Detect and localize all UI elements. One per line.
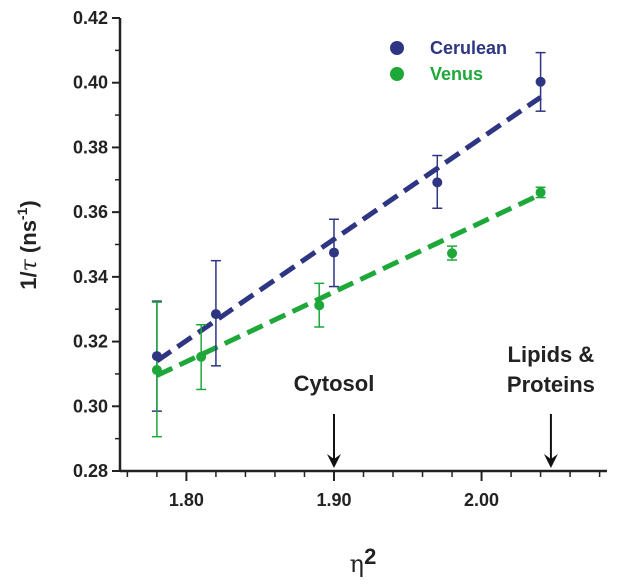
legend-label: Cerulean bbox=[430, 38, 507, 58]
legend-item-venus: Venus bbox=[390, 64, 483, 84]
legend-marker bbox=[390, 41, 404, 55]
cerulean-point bbox=[210, 309, 221, 320]
data-points bbox=[151, 76, 546, 376]
y-tick-label: 0.40 bbox=[73, 73, 108, 93]
annotation-cytosol: Cytosol bbox=[294, 371, 375, 468]
x-tick-label: 2.00 bbox=[464, 490, 499, 510]
venus-fit-line bbox=[155, 192, 542, 378]
legend-label: Venus bbox=[430, 64, 483, 84]
venus-point bbox=[535, 187, 546, 198]
annotation-arrow-head bbox=[326, 454, 341, 468]
y-tick-label: 0.30 bbox=[73, 396, 108, 416]
y-ticks: 0.28 0.30 0.32 0.34 0.36 0.38 0.40 0.42 bbox=[73, 8, 120, 481]
y-tick-label: 0.28 bbox=[73, 461, 108, 481]
cerulean-fit-line bbox=[155, 95, 543, 364]
x-tick-label: 1.90 bbox=[316, 490, 351, 510]
axes bbox=[118, 18, 607, 473]
y-tick-label: 0.38 bbox=[73, 137, 108, 157]
legend: Cerulean Venus bbox=[390, 38, 507, 84]
y-axis-title: 1/τ (ns-1) bbox=[14, 200, 42, 289]
y-tick-label: 0.36 bbox=[73, 202, 108, 222]
venus-point bbox=[447, 248, 458, 259]
x-ticks: 1.80 1.90 2.00 bbox=[126, 471, 601, 510]
venus-point bbox=[196, 351, 207, 362]
annotations: Cytosol Lipids & Proteins bbox=[294, 342, 595, 468]
cerulean-point bbox=[151, 351, 162, 362]
fit-lines bbox=[155, 95, 543, 378]
x-axis-title: η2 bbox=[350, 544, 377, 578]
cerulean-point bbox=[535, 76, 546, 87]
annotation-text: Cytosol bbox=[294, 371, 375, 396]
annotation-text: Lipids & bbox=[508, 342, 595, 367]
annotation-text: Proteins bbox=[507, 372, 595, 397]
cerulean-point bbox=[432, 177, 443, 188]
cerulean-point bbox=[328, 247, 339, 258]
annotation-lipids-proteins: Lipids & Proteins bbox=[507, 342, 595, 468]
legend-item-cerulean: Cerulean bbox=[390, 38, 507, 58]
y-tick-label: 0.34 bbox=[73, 267, 108, 287]
legend-marker bbox=[390, 67, 404, 81]
annotation-arrow-head bbox=[543, 454, 558, 468]
venus-point bbox=[151, 365, 162, 376]
venus-point bbox=[314, 300, 325, 311]
y-tick-label: 0.42 bbox=[73, 8, 108, 28]
x-tick-label: 1.80 bbox=[169, 490, 204, 510]
y-tick-label: 0.32 bbox=[73, 332, 108, 352]
